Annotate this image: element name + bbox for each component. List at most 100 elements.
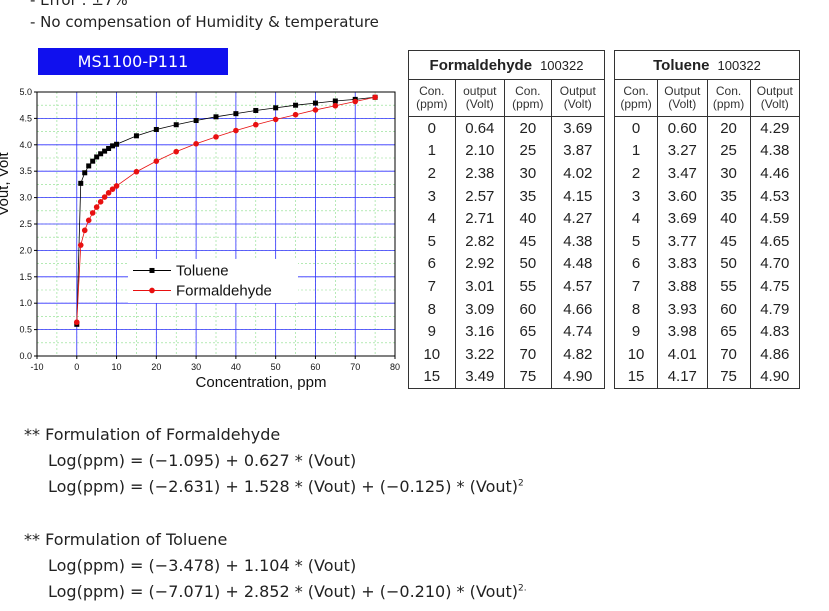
- data-point-toluene: [110, 143, 116, 149]
- table-cell: 35: [504, 184, 552, 208]
- y-tick-label: 0.0: [19, 351, 32, 361]
- compensation-note: - No compensation of Humidity & temperat…: [30, 13, 379, 31]
- y-axis-label: Vout, Volt: [0, 151, 12, 215]
- table-cell: 0.60: [657, 116, 708, 140]
- table-cell: 3: [613, 184, 659, 208]
- column-header-line: (ppm): [712, 97, 745, 111]
- data-point-formaldehyde: [213, 134, 219, 140]
- table-cell: 4.48: [550, 252, 606, 276]
- table-cell: 4.83: [749, 320, 801, 343]
- table-cell: 2: [613, 162, 659, 185]
- x-tick-label: 50: [271, 362, 281, 372]
- table-row: 4 2.71 40 4.27: [408, 207, 606, 230]
- table-cell: 1: [408, 139, 456, 163]
- data-point-toluene: [332, 98, 338, 104]
- data-point-toluene: [90, 158, 96, 164]
- legend-box: [128, 258, 298, 303]
- table-row: 8 3.93 60 4.79: [613, 297, 801, 321]
- table-cell: 7: [613, 275, 659, 298]
- table-cell: 4.90: [550, 365, 606, 390]
- y-tick-label: 3.5: [19, 166, 32, 176]
- table-cell: 4.17: [657, 365, 708, 390]
- formaldehyde-table: Formaldehyde 100322 Con. (ppm) output (Volt)…: [408, 50, 606, 390]
- table-cell: 9: [408, 320, 456, 343]
- table-cell: 75: [706, 365, 751, 390]
- table-cell: 2.10: [454, 139, 506, 163]
- legend-marker: [149, 267, 155, 273]
- table-cell: 0.64: [454, 116, 506, 140]
- legend-label: Formaldehyde: [176, 282, 272, 299]
- table-cell: 3.88: [657, 275, 708, 298]
- data-point-toluene: [106, 145, 112, 151]
- voltage-concentration-chart: -10 0 10 20 30 40 50 60 70 80 0.0 0.5 1.0 1.5 2.0 2.5 3.…: [0, 87, 400, 391]
- y-tick-label: 2.5: [19, 219, 32, 229]
- data-point-toluene: [86, 163, 92, 169]
- table-cell: 0: [613, 116, 659, 140]
- table-cell: 3.69: [657, 207, 708, 230]
- data-point-formaldehyde: [272, 116, 279, 123]
- table-cell: 3.83: [657, 252, 708, 276]
- y-tick-label: 1.5: [19, 272, 32, 282]
- x-tick-label: 60: [310, 362, 320, 372]
- table-cell: 4.57: [550, 275, 606, 298]
- table-cell: 25: [504, 139, 552, 163]
- data-point-formaldehyde: [173, 148, 180, 155]
- table-row: 6 3.83 50 4.70: [613, 252, 801, 276]
- table-cell: 6: [408, 252, 456, 276]
- data-point-formaldehyde: [252, 121, 259, 128]
- column-header-line: Output: [756, 84, 793, 98]
- table-cell: 35: [706, 184, 751, 208]
- formaldehyde-table-title: Formaldehyde 100322: [408, 50, 605, 80]
- table-cell: 45: [504, 229, 552, 253]
- data-point-toluene: [233, 111, 239, 117]
- table-cell: 4.79: [749, 297, 801, 321]
- table-row: 7 3.88 55 4.75: [613, 275, 801, 298]
- table-cell: 20: [504, 116, 552, 140]
- table-cell: 4.75: [749, 275, 801, 298]
- toluene-table-title: Toluene 100322: [614, 50, 800, 80]
- table-cell: 55: [504, 275, 552, 298]
- table-cell: 40: [504, 207, 552, 230]
- data-point-formaldehyde: [292, 111, 299, 118]
- column-header-line: Con.: [623, 84, 649, 98]
- data-point-toluene: [98, 151, 104, 157]
- table-cell: 3: [408, 184, 456, 208]
- data-point-formaldehyde: [93, 204, 100, 210]
- table-cell: 15: [613, 365, 659, 390]
- data-point-formaldehyde: [101, 194, 108, 200]
- table-row: 9 3.16 65 4.74: [408, 320, 606, 343]
- y-tick-label: 4.5: [19, 113, 32, 123]
- table-cell: 3.27: [657, 139, 708, 163]
- table-row: 10 4.01 70 4.86: [613, 342, 801, 366]
- table-cell: 2.71: [454, 207, 506, 230]
- y-tick-label: 0.5: [19, 325, 32, 335]
- column-header-line: Output: [559, 84, 596, 98]
- formula-exponent: 2: [518, 478, 524, 489]
- table-row: 4 3.69 40 4.59: [613, 207, 801, 230]
- table-cell: 70: [706, 342, 751, 366]
- table-cell: 15: [408, 365, 456, 390]
- y-tick-label: 4.0: [19, 140, 32, 150]
- table-cell: 45: [706, 229, 751, 253]
- column-header: Con. (ppm): [706, 79, 751, 117]
- data-point-formaldehyde: [105, 190, 112, 196]
- table-cell: 4.74: [550, 320, 606, 343]
- column-header: output (Volt): [454, 79, 506, 117]
- table-cell: 60: [706, 297, 751, 321]
- table-title-text: Formaldehyde: [429, 56, 533, 74]
- table-cell: 4: [613, 207, 659, 230]
- table-row: 5 2.82 45 4.38: [408, 229, 606, 253]
- table-cell: 75: [504, 365, 552, 390]
- data-point-formaldehyde: [312, 107, 319, 113]
- table-cell: 4: [408, 207, 456, 230]
- column-header: Con. (ppm): [504, 79, 552, 117]
- table-row: 8 3.09 60 4.66: [408, 297, 606, 321]
- table-cell: 4.65: [749, 229, 801, 253]
- data-point-formaldehyde: [113, 183, 120, 189]
- table-cell: 1: [613, 139, 659, 163]
- table-cell: 4.82: [550, 342, 606, 366]
- y-tick-label: 2.0: [19, 245, 32, 255]
- y-tick-label: 5.0: [19, 87, 32, 97]
- table-cell: 0: [408, 116, 456, 140]
- data-point-toluene: [102, 148, 108, 154]
